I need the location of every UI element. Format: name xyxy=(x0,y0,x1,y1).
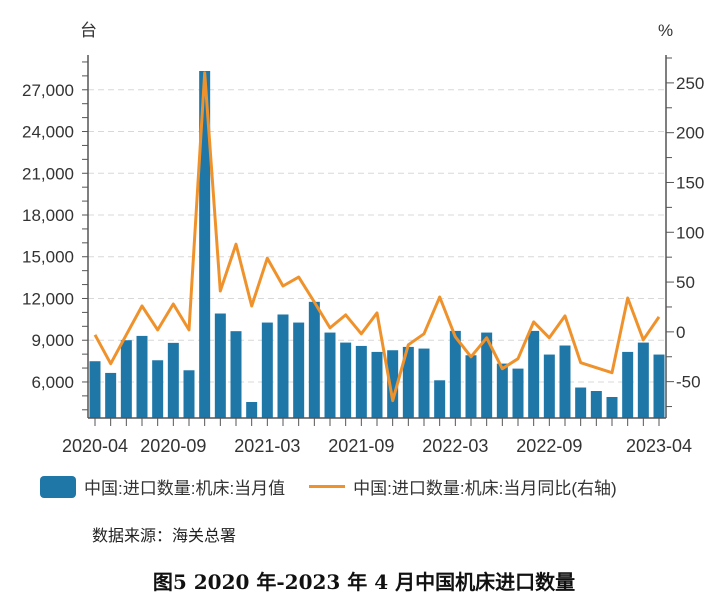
bar-2021-08 xyxy=(340,342,352,418)
right-tick-label: -50 xyxy=(676,373,701,392)
right-axis-unit: % xyxy=(658,21,673,40)
bar-2021-03 xyxy=(261,322,273,418)
bar-2022-05 xyxy=(481,332,493,418)
bar-2021-11 xyxy=(387,350,399,418)
bar-2022-01 xyxy=(418,348,430,418)
bar-2021-05 xyxy=(293,322,305,418)
right-tick-label: 0 xyxy=(676,323,685,342)
bar-2022-07 xyxy=(512,368,524,418)
bar-2022-03 xyxy=(449,330,461,418)
bar-2021-10 xyxy=(371,351,383,418)
legend-line-swatch xyxy=(309,485,346,488)
bar-2021-09 xyxy=(355,345,367,418)
bar-2021-01 xyxy=(230,331,242,418)
bar-2021-07 xyxy=(324,332,336,418)
bar-2023-02 xyxy=(622,351,634,418)
left-tick-label: 12,000 xyxy=(22,289,74,308)
right-tick-label: 200 xyxy=(676,124,704,143)
left-tick-label: 24,000 xyxy=(22,123,74,142)
legend-bar-label: 中国:进口数量:机床:当月值 xyxy=(84,479,286,498)
bar-2020-07 xyxy=(136,335,148,418)
bar-2022-06 xyxy=(496,363,508,418)
bar-2020-04 xyxy=(89,361,101,418)
bar-2020-12 xyxy=(214,313,226,418)
bar-2020-08 xyxy=(152,360,164,418)
bar-2021-12 xyxy=(402,346,414,418)
bar-2021-06 xyxy=(308,301,320,418)
bar-2020-06 xyxy=(120,340,132,418)
legend: 中国:进口数量:机床:当月值 中国:进口数量:机床:当月同比(右轴) xyxy=(40,474,617,499)
right-tick-label: 50 xyxy=(676,273,695,292)
left-tick-label: 9,000 xyxy=(31,331,74,350)
bar-2020-05 xyxy=(105,372,117,418)
bar-2020-09 xyxy=(167,342,179,418)
figure-caption: 图5 2020 年-2023 年 4 月中国机床进口数量 xyxy=(152,570,576,594)
left-tick-label: 15,000 xyxy=(22,248,74,267)
left-tick-label: 18,000 xyxy=(22,206,74,225)
bar-2022-10 xyxy=(559,345,571,418)
bar-2023-03 xyxy=(637,342,649,418)
bar-2020-11 xyxy=(199,71,211,419)
bar-2022-08 xyxy=(528,330,540,418)
yoy-line xyxy=(93,71,661,403)
left-axis-unit: 台 xyxy=(80,21,97,40)
x-tick-label: 2023-04 xyxy=(626,436,692,456)
bar-2023-04 xyxy=(653,354,665,418)
right-tick-label: 100 xyxy=(676,223,704,242)
bar-2022-11 xyxy=(575,387,587,418)
bar-2022-04 xyxy=(465,355,477,418)
right-tick-label: 250 xyxy=(676,74,704,93)
bar-2021-04 xyxy=(277,314,289,418)
right-tick-label: 150 xyxy=(676,173,704,192)
bar-2022-12 xyxy=(590,391,602,418)
left-tick-label: 6,000 xyxy=(31,373,74,392)
x-tick-label: 2020-04 xyxy=(62,436,128,456)
legend-line-label: 中国:进口数量:机床:当月同比(右轴) xyxy=(353,479,617,498)
chart: 6,000 9,000 12,000 15,000 18,000 21,000 24,000… xyxy=(22,21,704,456)
bar-2022-09 xyxy=(543,354,555,418)
bar-2020-10 xyxy=(183,370,195,418)
bar-2023-01 xyxy=(606,396,618,418)
bar-2022-02 xyxy=(434,380,446,418)
x-tick-label: 2021-03 xyxy=(234,436,300,456)
x-tick-label: 2021-09 xyxy=(328,436,394,456)
x-tick-label: 2022-09 xyxy=(516,436,582,456)
legend-bar-swatch xyxy=(40,475,76,498)
x-tick-label: 2022-03 xyxy=(422,436,488,456)
x-tick-label: 2020-09 xyxy=(140,436,206,456)
left-tick-label: 27,000 xyxy=(22,81,74,100)
left-tick-label: 21,000 xyxy=(22,164,74,183)
source-note: 数据来源：海关总署 xyxy=(92,526,237,545)
bar-2021-02 xyxy=(246,401,258,418)
